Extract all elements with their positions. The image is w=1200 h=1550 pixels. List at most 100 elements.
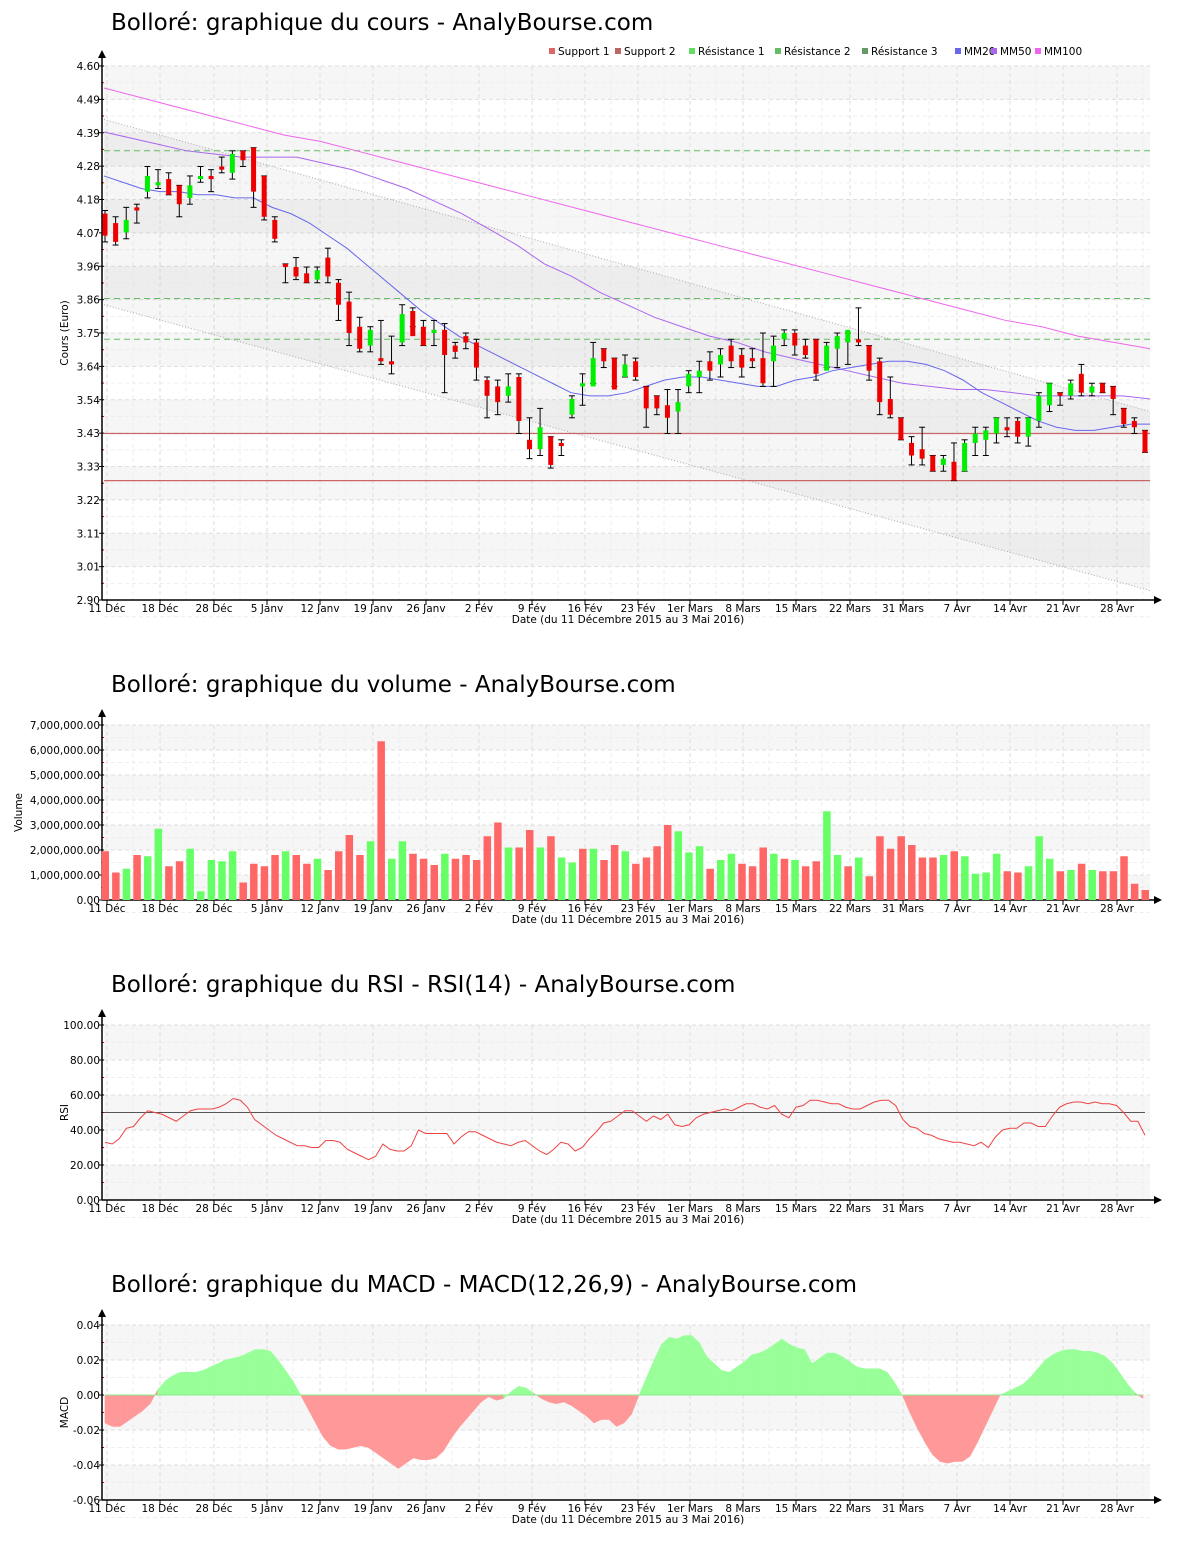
- candle-body-down: [495, 386, 501, 403]
- macd-area-negative: [413, 1394, 422, 1461]
- candle: [155, 169, 162, 190]
- legend-label: Support 2: [624, 46, 676, 58]
- x-tick-label: 7 Avr: [943, 603, 971, 615]
- candle: [1046, 382, 1053, 413]
- macd-area-negative: [352, 1394, 361, 1448]
- volume-bar-down: [324, 870, 332, 900]
- candle-body-up: [198, 175, 204, 180]
- legend-swatch-icon: [775, 48, 781, 54]
- candle: [441, 323, 448, 394]
- candle-body-up: [962, 442, 968, 472]
- x-tick-label: 26 Janv: [406, 1203, 445, 1215]
- candle-body-up: [781, 333, 787, 340]
- macd-area-positive: [240, 1352, 249, 1396]
- x-tick-label: 28 Avr: [1100, 1203, 1134, 1215]
- macd-area-negative: [969, 1394, 978, 1457]
- volume-bar-up: [398, 841, 407, 900]
- volume-bar-down: [865, 876, 874, 900]
- volume-bar-down: [483, 836, 492, 900]
- x-tick-label: 5 Janv: [251, 903, 283, 915]
- candle: [1078, 363, 1085, 397]
- volume-bar-down: [112, 872, 120, 900]
- volume-bar-down: [345, 835, 354, 900]
- macd-area-positive: [736, 1361, 745, 1396]
- candle: [908, 436, 915, 466]
- candle-body-down: [548, 436, 554, 465]
- y-tick-label: 1,000,000.00: [30, 870, 100, 882]
- candle-body-up: [1068, 383, 1074, 396]
- macd-area-negative: [616, 1394, 625, 1427]
- candle: [197, 166, 204, 183]
- macd-area-positive: [999, 1391, 1008, 1396]
- volume-bar-up: [854, 857, 863, 900]
- volume-bar-down: [515, 847, 523, 900]
- candle-body-down: [707, 361, 713, 371]
- macd-area-positive: [1090, 1350, 1099, 1396]
- macd-area-positive: [179, 1372, 188, 1396]
- macd-area-positive: [706, 1355, 715, 1396]
- candle-body-down: [898, 417, 904, 440]
- x-tick-label: 14 Avr: [993, 1203, 1027, 1215]
- x-tick-label: 16 Fév: [568, 603, 603, 615]
- y-tick-label: 6,000,000.00: [30, 745, 100, 757]
- macd-area-negative: [977, 1394, 986, 1443]
- macd-area-positive: [661, 1336, 670, 1396]
- macd-area-positive: [195, 1370, 204, 1396]
- candle-body-down: [134, 207, 140, 211]
- macd-area-positive: [668, 1336, 677, 1396]
- macd-area-positive: [1060, 1349, 1069, 1396]
- volume-bar-down: [462, 855, 470, 900]
- candle: [399, 304, 406, 347]
- legend-label: MM50: [1000, 46, 1031, 58]
- macd-area-positive: [1037, 1359, 1046, 1396]
- x-tick-label: 31 Mars: [882, 603, 924, 615]
- candle: [1110, 385, 1117, 416]
- candle: [940, 455, 947, 472]
- volume-bar-up: [833, 855, 842, 900]
- volume-bar-up: [441, 853, 449, 900]
- candle-body-up: [845, 329, 851, 343]
- macd-area-positive: [1105, 1355, 1114, 1396]
- candle: [462, 332, 469, 350]
- candle: [335, 279, 342, 321]
- y-tick-label: 0.00: [77, 1390, 100, 1402]
- candle-body-down: [664, 405, 670, 418]
- candle: [1099, 382, 1106, 394]
- macd-area-positive: [751, 1352, 760, 1396]
- candle-body-down: [601, 348, 607, 362]
- candle: [229, 150, 236, 180]
- candle-body-down: [930, 455, 936, 472]
- x-tick-label: 28 Avr: [1100, 1503, 1134, 1515]
- candle-body-down: [335, 282, 341, 305]
- candle: [430, 319, 437, 347]
- volume-bar-up: [281, 851, 290, 900]
- volume-bar-down: [334, 851, 343, 900]
- x-tick-label: 9 Fév: [518, 1203, 546, 1215]
- volume-bar-up: [207, 860, 216, 900]
- candle-body-up: [569, 398, 575, 415]
- volume-frame: 7,000,000.00 6,000,000.00 5,000,000.00 4,00…: [13, 709, 1162, 926]
- candle-body-down: [633, 361, 639, 377]
- candle-body-down: [378, 358, 384, 362]
- candle-body-up: [940, 458, 946, 465]
- macd-area-negative: [917, 1394, 926, 1443]
- x-tick-label: 23 Fév: [621, 603, 656, 615]
- candle: [834, 332, 841, 369]
- x-tick-label: 31 Mars: [882, 1203, 924, 1215]
- y-tick-label: 3.33: [77, 462, 100, 474]
- macd-area-negative: [330, 1394, 339, 1450]
- candle: [717, 348, 724, 378]
- volume-bar-up: [589, 848, 598, 900]
- candle: [526, 417, 533, 460]
- candle-body-down: [728, 345, 734, 362]
- x-tick-label: 2 Fév: [465, 1203, 493, 1215]
- candle: [176, 184, 183, 218]
- volume-bar-down: [1130, 883, 1139, 900]
- x-tick-label: 19 Janv: [353, 903, 392, 915]
- volume-bar-down: [579, 848, 587, 900]
- candle-body-down: [1110, 386, 1116, 399]
- candle: [791, 329, 798, 356]
- volume-bar-down: [271, 855, 279, 900]
- candle-body-up: [123, 219, 129, 233]
